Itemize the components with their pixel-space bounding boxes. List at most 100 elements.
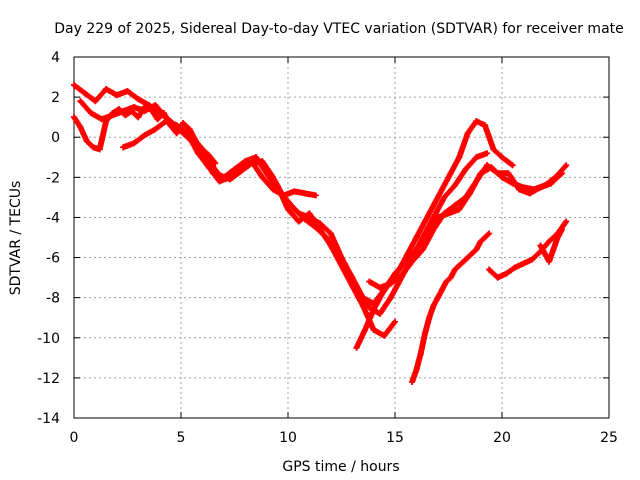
data-point xyxy=(366,278,373,285)
data-point xyxy=(387,294,394,301)
x-tick-labels: 0 5 10 15 20 25 xyxy=(70,430,618,446)
x-tick-label: 5 xyxy=(177,430,186,446)
series-4 xyxy=(120,118,319,199)
data-point xyxy=(486,266,493,273)
data-point xyxy=(541,250,548,257)
data-point xyxy=(248,158,255,165)
data-point xyxy=(160,110,167,117)
data-point xyxy=(419,234,426,241)
data-point xyxy=(128,108,135,115)
data-point xyxy=(473,118,480,125)
data-point xyxy=(481,234,488,241)
data-point xyxy=(537,242,544,249)
data-point xyxy=(417,350,424,357)
data-point xyxy=(270,186,277,193)
data-point xyxy=(548,180,555,187)
data-point xyxy=(396,266,403,273)
data-point xyxy=(381,332,388,339)
y-tick-label: 2 xyxy=(51,90,60,106)
series-2 xyxy=(77,98,491,317)
data-point xyxy=(113,92,120,99)
data-point xyxy=(184,130,191,137)
data-point xyxy=(511,264,518,271)
data-point xyxy=(109,110,116,117)
data-point xyxy=(141,132,148,139)
data-point xyxy=(327,242,334,249)
data-point xyxy=(163,118,170,125)
data-point xyxy=(306,210,313,217)
data-point xyxy=(439,186,446,193)
data-point xyxy=(312,192,319,199)
data-point xyxy=(473,246,480,253)
data-point xyxy=(186,126,193,133)
data-point xyxy=(205,152,212,159)
data-point xyxy=(554,234,561,241)
y-tick-label: 4 xyxy=(51,50,60,66)
x-tick-label: 0 xyxy=(70,430,79,446)
data-point xyxy=(434,294,441,301)
data-point xyxy=(295,218,302,225)
data-point xyxy=(409,258,416,265)
data-point xyxy=(124,88,131,95)
data-point xyxy=(413,234,420,241)
data-point xyxy=(353,344,360,351)
data-point xyxy=(135,114,142,121)
data-point xyxy=(135,96,142,103)
data-point xyxy=(387,280,394,287)
data-point xyxy=(77,124,84,131)
data-point xyxy=(212,160,219,167)
data-point xyxy=(546,238,553,245)
series-6 xyxy=(353,118,516,351)
data-point xyxy=(103,86,110,93)
data-point xyxy=(443,278,450,285)
data-point xyxy=(274,182,281,189)
data-point xyxy=(359,302,366,309)
data-point xyxy=(421,330,428,337)
grid xyxy=(74,57,609,418)
data-point xyxy=(419,246,426,253)
data-point xyxy=(563,218,570,225)
data-point xyxy=(469,250,476,257)
data-point xyxy=(456,206,463,213)
data-point xyxy=(130,104,137,111)
series-9 xyxy=(486,218,570,281)
data-point xyxy=(404,250,411,257)
data-point xyxy=(71,114,77,121)
y-axis-label: SDTVAR / TECUs xyxy=(8,181,24,296)
data-point xyxy=(152,102,159,109)
data-point xyxy=(92,98,99,105)
data-point xyxy=(349,282,356,289)
data-point xyxy=(90,144,97,151)
series-10 xyxy=(537,226,565,265)
data-point xyxy=(413,366,420,373)
data-point xyxy=(379,290,386,297)
x-tick-label: 25 xyxy=(600,430,618,446)
data-point xyxy=(77,98,84,105)
data-point xyxy=(481,122,488,129)
data-point xyxy=(71,82,77,89)
data-point xyxy=(441,210,448,217)
data-point xyxy=(464,254,471,261)
x-axis-label: GPS time / hours xyxy=(282,459,399,475)
data-point xyxy=(199,146,206,153)
y-tick-labels: -14 -12 -10 -8 -6 -4 -2 0 2 4 xyxy=(37,50,60,427)
series-3 xyxy=(71,104,219,167)
data-point xyxy=(409,378,416,385)
data-point xyxy=(88,110,95,117)
data-point xyxy=(456,154,463,161)
data-point xyxy=(259,174,266,181)
data-point xyxy=(499,154,505,161)
data-point xyxy=(550,246,557,253)
data-point xyxy=(291,188,298,195)
data-point xyxy=(505,170,512,177)
data-point xyxy=(370,326,377,333)
data-point xyxy=(103,118,110,125)
data-point xyxy=(451,202,458,209)
y-tick-label: -10 xyxy=(37,331,60,347)
data-point xyxy=(494,170,501,177)
data-point xyxy=(447,170,454,177)
data-point xyxy=(205,164,212,171)
data-point xyxy=(122,112,129,119)
data-point xyxy=(430,302,437,309)
data-point xyxy=(516,186,523,193)
